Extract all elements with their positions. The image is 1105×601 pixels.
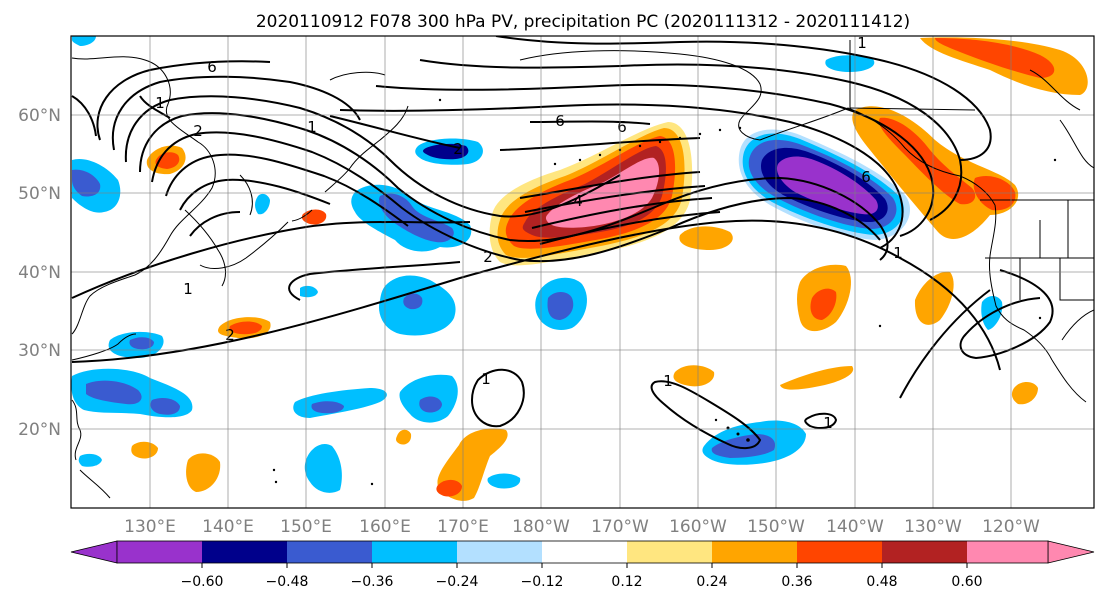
lon-tick: 160°W <box>669 517 727 537</box>
positive-anomaly-blob <box>914 271 954 325</box>
positive-anomaly-blob <box>1011 382 1038 405</box>
lon-tick: 140°E <box>202 517 254 537</box>
svg-text:1: 1 <box>481 370 491 388</box>
lon-tick: 170°W <box>591 517 649 537</box>
negative-anomaly-blob <box>547 292 574 320</box>
colorbar-tick-label: −0.36 <box>351 574 394 590</box>
colorbar-tick-label: 0.60 <box>951 574 982 590</box>
positive-anomaly-blob <box>186 453 221 492</box>
positive-anomaly-blob <box>131 441 158 459</box>
lon-tick: 140°W <box>826 517 884 537</box>
negative-anomaly-blob <box>419 396 442 413</box>
lat-tick: 50°N <box>18 184 61 204</box>
negative-anomaly-blob <box>300 285 318 298</box>
lon-tick: 150°W <box>747 517 805 537</box>
svg-text:2: 2 <box>225 326 235 344</box>
colorbar-segment <box>542 541 627 563</box>
negative-anomaly-blob <box>403 293 423 310</box>
colorbar-segment <box>712 541 797 563</box>
positive-anomaly-blob <box>810 288 837 320</box>
positive-anomaly-blob <box>679 226 733 250</box>
svg-text:2: 2 <box>453 140 463 158</box>
svg-text:2: 2 <box>193 122 203 140</box>
colorbar-tick-label: 0.12 <box>611 574 642 590</box>
colorbar-segment <box>967 541 1048 563</box>
pv-contour-labels: 6 1 2 1 6 6 4 2 2 6 1 1 1 2 1 1 1 <box>155 34 903 432</box>
lat-tick: 60°N <box>18 106 61 126</box>
negative-anomaly-blob <box>129 337 154 350</box>
lon-tick: 160°E <box>359 517 411 537</box>
positive-anomaly-blob <box>780 366 854 390</box>
lon-tick: 180°W <box>512 517 570 537</box>
svg-text:6: 6 <box>207 58 217 76</box>
colorbar-segment <box>372 541 457 563</box>
colorbar-tick-label: −0.60 <box>181 574 224 590</box>
svg-text:6: 6 <box>861 168 871 186</box>
map-frame <box>70 35 1095 509</box>
svg-text:1: 1 <box>893 244 903 262</box>
positive-anomaly-blob <box>673 365 715 387</box>
lat-tick: 20°N <box>18 420 61 440</box>
negative-anomaly-blob <box>72 36 96 46</box>
negative-anomaly-blob <box>78 453 102 467</box>
colorbar-ticks <box>201 563 968 568</box>
colorbar-segment <box>882 541 967 563</box>
lon-tick: 130°W <box>904 517 962 537</box>
colorbar-tick-label: 0.36 <box>781 574 812 590</box>
colorbar-extend-max <box>1047 540 1095 564</box>
lat-tick: 40°N <box>18 263 61 283</box>
colorbar: −0.60 −0.48 −0.36 −0.24 −0.12 0.12 0.24 … <box>70 540 1095 590</box>
negative-anomaly-core <box>776 156 878 215</box>
svg-text:1: 1 <box>155 94 165 112</box>
svg-text:2: 2 <box>483 248 493 266</box>
negative-anomaly-blob <box>150 398 180 415</box>
gridlines <box>71 36 1094 508</box>
positive-anomaly-blob <box>396 429 412 445</box>
colorbar-segment <box>202 541 287 563</box>
colorbar-outline <box>116 540 1049 564</box>
plot-title: 2020110912 F078 300 hPa PV, precipitatio… <box>256 12 910 32</box>
negative-anomaly-blob <box>72 169 101 197</box>
negative-anomaly-blob <box>311 401 344 414</box>
map-panel: 6 1 2 1 6 6 4 2 2 6 1 1 1 2 1 1 1 <box>18 34 1095 537</box>
lon-tick: 150°E <box>280 517 332 537</box>
colorbar-tick-label: −0.24 <box>436 574 479 590</box>
negative-anomaly-blob <box>487 473 521 489</box>
svg-text:1: 1 <box>183 280 193 298</box>
colorbar-tick-label: 0.24 <box>696 574 727 590</box>
colorbar-tick-label: 0.48 <box>866 574 897 590</box>
svg-text:4: 4 <box>573 192 583 210</box>
colorbar-tick-label: −0.12 <box>521 574 564 590</box>
svg-text:6: 6 <box>617 118 627 136</box>
negative-anomaly-blob <box>304 443 342 493</box>
colorbar-tick-labels: −0.60 −0.48 −0.36 −0.24 −0.12 0.12 0.24 … <box>181 574 983 590</box>
colorbar-segment <box>457 541 542 563</box>
positive-anomaly-blob <box>229 321 262 335</box>
positive-anomaly-layer <box>935 38 1055 78</box>
lon-tick: 170°E <box>437 517 489 537</box>
colorbar-segment <box>287 541 372 563</box>
colorbar-extend-min <box>70 540 118 564</box>
colorbar-segment <box>117 541 202 563</box>
colorbar-tick-label: −0.48 <box>266 574 309 590</box>
negative-anomaly-blob <box>86 380 142 405</box>
lon-tick: 120°W <box>982 517 1040 537</box>
lon-tick: 130°E <box>124 517 176 537</box>
latitude-tick-labels: 60°N 50°N 40°N 30°N 20°N <box>18 106 61 440</box>
svg-text:1: 1 <box>857 34 867 52</box>
colorbar-segment <box>797 541 882 563</box>
lat-tick: 30°N <box>18 341 61 361</box>
svg-text:1: 1 <box>823 414 833 432</box>
svg-text:6: 6 <box>555 112 565 130</box>
svg-text:1: 1 <box>663 372 673 390</box>
negative-anomaly-blob <box>255 193 270 215</box>
positive-anomaly-blob <box>436 479 462 497</box>
colorbar-segment <box>627 541 712 563</box>
longitude-tick-labels: 130°E 140°E 150°E 160°E 170°E 180°W 170°… <box>124 517 1040 537</box>
svg-text:1: 1 <box>307 118 317 136</box>
